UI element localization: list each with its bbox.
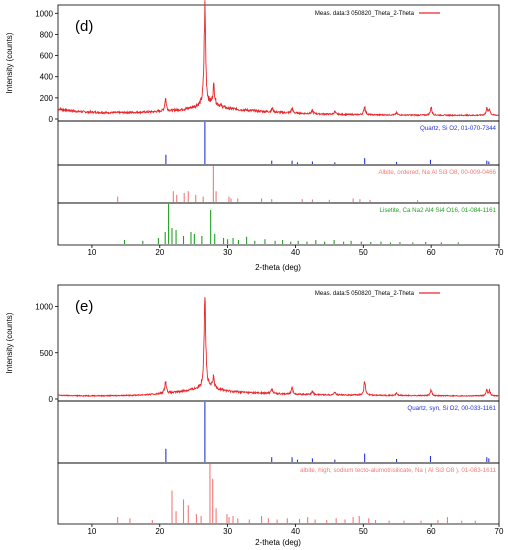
x-tick-label: 50 <box>359 527 368 536</box>
x-tick-label: 70 <box>495 248 504 257</box>
x-tick-label: 30 <box>223 527 232 536</box>
y-axis-label: Intensity (counts) <box>5 312 14 373</box>
reference-albite-high-sodium-tecto-alumotrisilicat: albite, high, sodium tecto-alumotrisilic… <box>117 464 497 523</box>
x-tick-label: 60 <box>427 248 436 257</box>
legend-label: Meas. data:3 050820_Theta_2-Theta <box>315 11 415 17</box>
panel-e: 0 500 1000 10 20 30 40 50 60 70 Quartz, syn, Si … <box>5 284 504 547</box>
x-axis-label: 2-theta (deg) <box>255 263 301 272</box>
y-axis-label: Intensity (counts) <box>5 32 14 93</box>
x-tick-label: 70 <box>495 527 504 536</box>
reference-quartz-si-o2-01-070-7344: Quartz, Si O2, 01-070-7344 <box>165 122 497 164</box>
x-tick-label: 30 <box>223 248 232 257</box>
reference-albite-ordered-na-al-si3-o8-00-009-0466: Albite, ordered, Na Al Si3 O8, 00-009-04… <box>117 166 497 202</box>
plot-frame-ref-3 <box>57 202 500 246</box>
y-axis-ticks: 0 200 400 600 800 1000 <box>35 9 58 124</box>
reference-label: Quartz, syn, Si O2, 00-033-1161 <box>407 405 496 412</box>
reference-patterns: Quartz, Si O2, 01-070-7344 Albite, ordere… <box>117 122 497 244</box>
y-tick-label: 200 <box>40 94 54 103</box>
reference-lisetite-ca-na2-al4-si4-o16-01-084-1161: Lisetite, Ca Na2 Al4 Si4 O16, 01-084-116… <box>123 204 497 244</box>
y-tick-label: 800 <box>40 30 54 39</box>
panel-label: (e) <box>75 298 93 315</box>
x-tick-label: 40 <box>291 527 300 536</box>
x-tick-label: 50 <box>359 248 368 257</box>
panel-d: 0 200 400 600 800 1000 10 20 30 40 50 60 70 Quartz,… <box>5 0 504 272</box>
x-tick-label: 10 <box>87 248 96 257</box>
x-tick-label: 10 <box>87 527 96 536</box>
reference-label: albite, high, sodium tecto-alumotrisilic… <box>300 467 496 474</box>
y-tick-label: 400 <box>40 73 54 82</box>
legend-label: Meas. data:5 050820_Theta_2-Theta <box>315 291 415 297</box>
reference-label: Quartz, Si O2, 01-070-7344 <box>420 125 497 132</box>
x-tick-label: 20 <box>155 527 164 536</box>
measured-line <box>57 297 500 398</box>
measured-line <box>57 0 500 118</box>
x-tick-label: 60 <box>427 527 436 536</box>
reference-label: Lisetite, Ca Na2 Al4 Si4 O16, 01-084-116… <box>380 207 497 214</box>
y-axis-ticks: 0 500 1000 <box>35 303 58 404</box>
measured-series <box>57 297 500 398</box>
y-tick-label: 1000 <box>35 303 53 312</box>
plot-frame-main <box>57 4 500 122</box>
reference-patterns: Quartz, syn, Si O2, 00-033-1161 albite, h… <box>117 402 497 523</box>
y-tick-label: 500 <box>40 349 54 358</box>
x-axis-ticks: 10 20 30 40 50 60 70 <box>87 524 504 536</box>
x-axis-ticks: 10 20 30 40 50 60 70 <box>87 245 504 257</box>
reference-quartz-syn-si-o2-00-033-1161: Quartz, syn, Si O2, 00-033-1161 <box>165 402 497 462</box>
x-tick-label: 40 <box>291 248 300 257</box>
x-tick-label: 20 <box>155 248 164 257</box>
plot-frame-main <box>57 284 500 402</box>
y-tick-label: 0 <box>49 115 54 124</box>
plot-frame-ref-2 <box>57 462 500 525</box>
measured-series <box>57 0 500 118</box>
y-tick-label: 0 <box>49 395 54 404</box>
y-tick-label: 1000 <box>35 9 53 18</box>
reference-label: Albite, ordered, Na Al Si3 O8, 00-009-04… <box>378 169 496 176</box>
y-tick-label: 600 <box>40 52 54 61</box>
x-axis-label: 2-theta (deg) <box>255 538 301 547</box>
panel-label: (d) <box>75 18 93 35</box>
